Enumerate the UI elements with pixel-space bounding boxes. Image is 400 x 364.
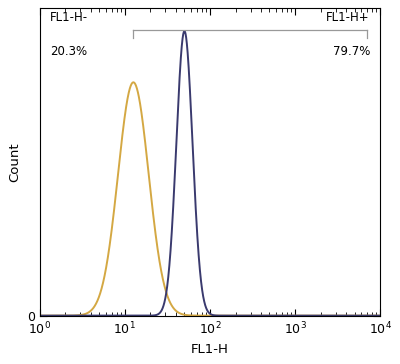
Text: FL1-H+: FL1-H+ [326,11,370,24]
Text: 20.3%: 20.3% [50,45,87,58]
Text: FL1-H-: FL1-H- [50,11,88,24]
Y-axis label: Count: Count [8,142,21,182]
X-axis label: FL1-H: FL1-H [191,343,229,356]
Text: 79.7%: 79.7% [332,45,370,58]
